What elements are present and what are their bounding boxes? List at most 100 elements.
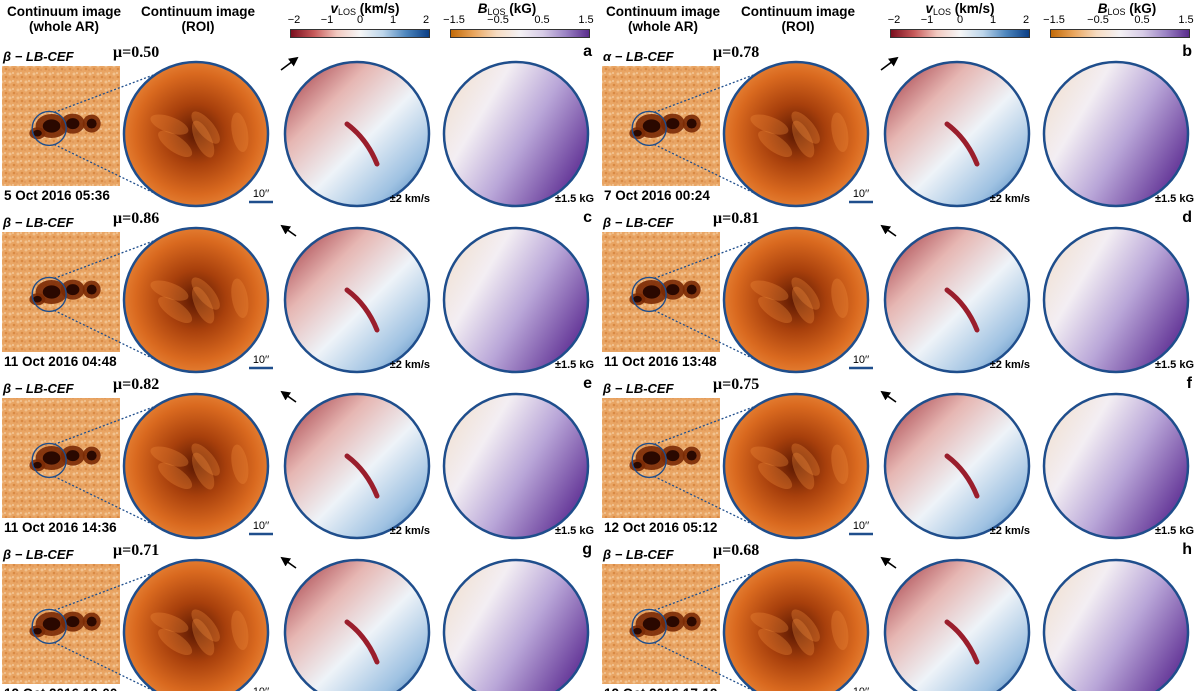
vlos-circle-border — [283, 60, 431, 208]
roi-image — [724, 560, 868, 691]
blos-symbol: B — [1097, 1, 1108, 16]
vlos-symbol: v — [925, 1, 933, 16]
header-line: (whole AR) — [628, 19, 698, 34]
sunspot-core — [42, 285, 61, 299]
vlos-image — [285, 62, 429, 206]
sunspot-core — [666, 616, 680, 628]
blos-colorbar-title-left: BLOS (kG) — [452, 1, 562, 17]
roi-image — [124, 394, 268, 538]
sunspot-core — [42, 617, 61, 631]
vlos-flow-channel — [944, 287, 980, 333]
sunspot-core — [642, 451, 661, 465]
scale-bar-label: 10′′ — [253, 354, 269, 366]
colorbar-tick-label: −1 — [920, 14, 934, 26]
roi-circle-border — [122, 60, 270, 208]
blos-unit: (kG) — [1125, 1, 1157, 16]
colorbar-tick-label: 2 — [422, 14, 430, 26]
roi-marker-circle — [631, 442, 667, 479]
sunspot-core — [86, 450, 97, 461]
sunspot-core — [66, 118, 80, 130]
blos-image — [444, 228, 588, 372]
mu-label: μ=0.78 — [713, 44, 759, 61]
vlos-circle-border — [283, 226, 431, 374]
connector-line — [53, 475, 157, 527]
class-label: β − LB-CEF — [2, 547, 75, 562]
sunspot-core — [633, 129, 642, 137]
colorbar-tick-label: −1.5 — [443, 14, 465, 26]
colorbar-tick-label: −0.5 — [487, 14, 509, 26]
panel-c: β − LB-CEF μ=0.86 10′′ ±2 km/s ±1.5 kG c 11 Oc… — [2, 209, 594, 374]
disk-center-arrow — [280, 56, 299, 71]
vlos-image — [885, 228, 1029, 372]
roi-circle-border — [722, 558, 870, 691]
roi-marker-circle — [31, 276, 67, 313]
header-line: (ROI) — [781, 19, 815, 34]
vlos-flow-channel — [944, 619, 980, 665]
sunspot-core — [633, 461, 642, 469]
vlos-image — [885, 560, 1029, 691]
blos-subscript: LOS — [1107, 7, 1126, 17]
blos-range-label: ±1.5 kG — [1155, 193, 1194, 205]
vlos-range-label: ±2 km/s — [390, 193, 430, 205]
blos-circle-border — [442, 558, 590, 691]
panel-letter: d — [1182, 209, 1192, 226]
vlos-circle-border — [883, 558, 1031, 691]
colorbar-tick-label: 0.5 — [1134, 14, 1150, 26]
vlos-image — [885, 394, 1029, 538]
roi-circle-border — [722, 226, 870, 374]
roi-marker-circle — [31, 608, 67, 645]
vlos-range-label: ±2 km/s — [990, 359, 1030, 371]
class-label: β − LB-CEF — [2, 215, 75, 230]
vlos-flow-channel — [344, 453, 380, 499]
blos-image — [1044, 394, 1188, 538]
vlos-colorbar-left — [290, 29, 430, 38]
disk-center-arrow — [280, 390, 297, 403]
sunspot-core — [642, 119, 661, 133]
vlos-image — [285, 394, 429, 538]
connector-line — [653, 143, 757, 195]
sunspot-core — [666, 450, 680, 462]
vlos-flow-channel — [344, 121, 380, 167]
sunspot-core — [42, 119, 61, 133]
blos-circle-border — [442, 60, 590, 208]
vlos-image — [285, 228, 429, 372]
sunspot-core — [642, 285, 661, 299]
sunspot-core — [33, 461, 42, 469]
class-label: β − LB-CEF — [602, 381, 675, 396]
roi-circle-border — [122, 226, 270, 374]
blos-colorbar-right — [1050, 29, 1190, 38]
vlos-flow-channel — [944, 453, 980, 499]
header-cont-roi-left: Continuum image (ROI) — [128, 4, 268, 34]
blos-image — [1044, 62, 1188, 206]
panel-f: β − LB-CEF μ=0.75 10′′ ±2 km/s ±1.5 kG f 12 Oc… — [602, 375, 1194, 540]
class-label: α − LB-CEF — [603, 49, 675, 64]
scale-bar-label: 10′′ — [853, 354, 869, 366]
connector-line — [53, 309, 157, 361]
sunspot-core — [633, 627, 642, 635]
sunspot-core — [86, 118, 97, 129]
class-label: β − LB-CEF — [602, 215, 675, 230]
colorbar-tick-label: 0 — [356, 14, 364, 26]
colorbar-tick-label: 0 — [956, 14, 964, 26]
vlos-circle-border — [883, 392, 1031, 540]
blos-circle-border — [1042, 558, 1190, 691]
vlos-range-label: ±2 km/s — [390, 525, 430, 537]
blos-image — [1044, 560, 1188, 691]
observation-date: 12 Oct 2016 17:12 — [604, 686, 717, 691]
header-line: Continuum image — [141, 4, 255, 19]
sunspot-core — [686, 284, 697, 295]
class-label: β − LB-CEF — [2, 381, 75, 396]
blos-circle-border — [1042, 60, 1190, 208]
colorbar-tick-label: −1 — [320, 14, 334, 26]
blos-circle-border — [1042, 226, 1190, 374]
vlos-subscript: LOS — [337, 7, 356, 17]
roi-circle-border — [122, 558, 270, 691]
sunspot-core — [86, 284, 97, 295]
blos-image — [444, 62, 588, 206]
header-line: (ROI) — [181, 19, 215, 34]
scale-bar-label: 10′′ — [853, 188, 869, 200]
roi-marker-circle — [31, 110, 67, 147]
roi-circle-border — [722, 60, 870, 208]
